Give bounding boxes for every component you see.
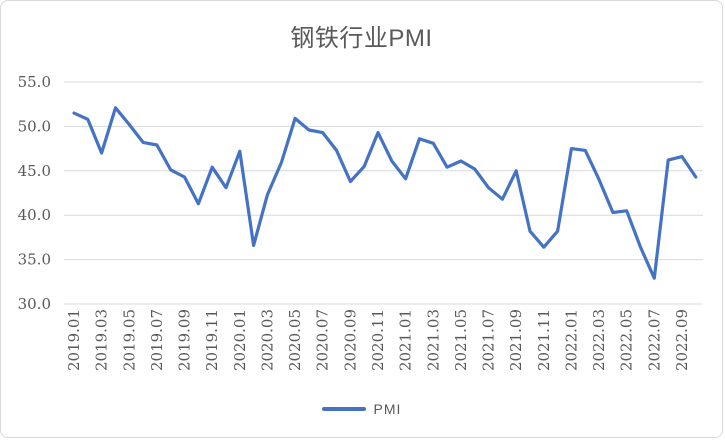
x-tick-label: 2020.07 bbox=[314, 309, 332, 371]
x-tick-label: 2021.07 bbox=[480, 309, 498, 371]
x-tick-label: 2021.01 bbox=[397, 309, 415, 371]
legend: PMI bbox=[1, 399, 722, 419]
x-tick-label: 2020.01 bbox=[231, 309, 249, 371]
x-tick-label: 2019.01 bbox=[65, 309, 83, 371]
x-tick-label: 2020.09 bbox=[341, 309, 359, 371]
y-tick-label: 55.0 bbox=[18, 73, 51, 91]
x-tick-label: 2019.03 bbox=[93, 309, 111, 371]
y-tick-label: 45.0 bbox=[18, 162, 51, 180]
x-tick-label: 2022.03 bbox=[590, 309, 608, 371]
chart-title: 钢铁行业PMI bbox=[290, 25, 433, 52]
y-tick-label: 40.0 bbox=[18, 206, 51, 224]
x-tick-label: 2019.09 bbox=[176, 309, 194, 371]
x-tick-label: 2019.07 bbox=[148, 309, 166, 371]
series-line-PMI bbox=[72, 106, 698, 280]
legend-line-swatch bbox=[321, 407, 366, 411]
x-tick-label: 2022.01 bbox=[562, 309, 580, 371]
x-tick-label: 2021.03 bbox=[424, 309, 442, 371]
x-tick-label: 2020.05 bbox=[286, 309, 304, 371]
y-tick-label: 30.0 bbox=[18, 295, 51, 313]
x-tick-label: 2020.11 bbox=[369, 309, 387, 371]
x-tick-label: 2019.05 bbox=[120, 309, 138, 371]
y-tick-label: 35.0 bbox=[18, 251, 51, 269]
legend-label: PMI bbox=[373, 401, 402, 417]
x-tick-label: 2022.07 bbox=[645, 309, 663, 371]
x-tick-label: 2022.05 bbox=[618, 309, 636, 371]
x-tick-label: 2021.09 bbox=[507, 309, 525, 371]
x-tick-label: 2021.11 bbox=[535, 309, 553, 371]
x-tick-label: 2020.03 bbox=[258, 309, 276, 371]
x-tick-label: 2022.09 bbox=[673, 309, 691, 371]
y-tick-label: 50.0 bbox=[18, 117, 51, 135]
x-tick-label: 2019.11 bbox=[203, 309, 221, 371]
x-tick-label: 2021.05 bbox=[452, 309, 470, 371]
